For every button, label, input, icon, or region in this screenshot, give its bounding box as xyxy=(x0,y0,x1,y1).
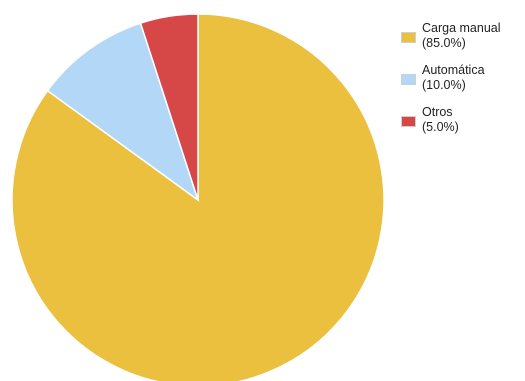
chart-legend: Carga manual (85.0%) Automática (10.0%) … xyxy=(399,20,525,146)
legend-series-percent: (10.0%) xyxy=(422,78,466,92)
legend-series-name: Carga manual xyxy=(422,21,501,35)
legend-series-name: Otros xyxy=(422,105,453,119)
legend-series-name: Automática xyxy=(422,63,485,77)
legend-series-percent: (5.0%) xyxy=(422,120,459,134)
legend-item-automatica: Automática (10.0%) xyxy=(399,62,525,104)
legend-series-percent: (85.0%) xyxy=(422,36,466,50)
legend-item-carga-manual: Carga manual (85.0%) xyxy=(399,20,525,62)
legend-label: Automática (10.0%) xyxy=(422,63,485,93)
legend-label: Otros (5.0%) xyxy=(422,105,459,135)
legend-item-otros: Otros (5.0%) xyxy=(399,104,525,146)
legend-swatch xyxy=(401,116,416,127)
pie-slice-otros xyxy=(139,13,199,201)
legend-label: Carga manual (85.0%) xyxy=(422,21,501,51)
pie-slice-automatica xyxy=(46,22,200,202)
legend-swatch xyxy=(401,74,416,85)
legend-swatch xyxy=(401,32,416,43)
